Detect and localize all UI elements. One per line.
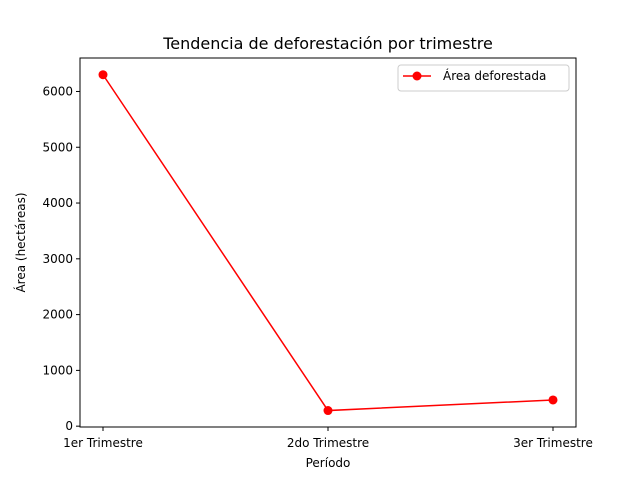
y-tick-label: 0	[65, 419, 73, 433]
legend-label: Área deforestada	[443, 68, 546, 83]
data-point	[548, 395, 558, 405]
y-tick-label: 2000	[42, 308, 73, 322]
x-axis-ticks: 1er Trimestre 2do Trimestre 3er Trimestre	[63, 427, 593, 450]
y-axis-ticks: 0 1000 2000 3000 4000 5000 6000	[42, 84, 80, 433]
y-tick-label: 1000	[42, 363, 73, 377]
x-tick-label: 3er Trimestre	[513, 436, 593, 450]
data-point	[98, 70, 108, 80]
plot-frame	[79, 57, 577, 428]
chart-title: Tendencia de deforestación por trimestre	[162, 34, 493, 53]
x-tick-label: 2do Trimestre	[287, 436, 369, 450]
series-layer	[98, 70, 558, 416]
x-axis-label: Período	[306, 456, 351, 470]
y-tick-label: 4000	[42, 196, 73, 210]
y-tick-label: 3000	[42, 252, 73, 266]
y-tick-label: 6000	[42, 84, 73, 98]
legend-box	[397, 64, 570, 92]
x-tick-label: 1er Trimestre	[63, 436, 143, 450]
y-tick-label: 5000	[42, 140, 73, 154]
data-point	[323, 406, 333, 416]
legend: Área deforestada	[397, 64, 570, 92]
legend-marker	[412, 71, 422, 81]
y-axis-label: Área (hectáreas)	[13, 192, 28, 292]
